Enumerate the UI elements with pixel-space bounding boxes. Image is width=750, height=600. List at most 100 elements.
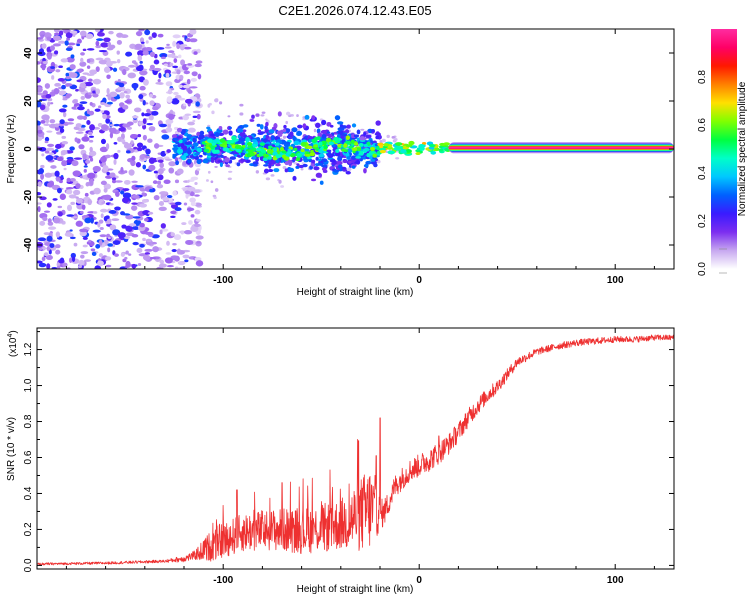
band-core bbox=[334, 140, 341, 144]
band-blob bbox=[180, 130, 186, 135]
noise-blob bbox=[135, 162, 142, 168]
band-blob bbox=[192, 137, 197, 143]
noise-blob bbox=[145, 148, 151, 155]
noise-blob bbox=[183, 46, 192, 50]
noise-blob bbox=[128, 64, 136, 68]
noise-blob bbox=[160, 150, 167, 157]
noise-blob bbox=[61, 135, 67, 139]
noise-blob bbox=[128, 253, 132, 256]
noise-blob bbox=[52, 198, 58, 201]
noise-blob bbox=[189, 197, 196, 203]
noise-blob bbox=[88, 239, 92, 243]
band-blob bbox=[347, 148, 353, 154]
noise-blob bbox=[109, 132, 114, 139]
band-blob bbox=[256, 123, 261, 127]
band-core bbox=[247, 145, 253, 149]
band-blob bbox=[321, 134, 327, 139]
noise-blob bbox=[117, 86, 123, 90]
noise-blob bbox=[122, 197, 129, 204]
band-blob bbox=[210, 133, 216, 137]
noise-blob bbox=[132, 115, 139, 119]
noise-blob bbox=[151, 32, 157, 38]
noise-blob bbox=[98, 49, 108, 53]
faint-blob bbox=[285, 120, 288, 125]
noise-blob bbox=[166, 53, 176, 58]
noise-blob bbox=[142, 100, 146, 106]
noise-blob bbox=[68, 257, 73, 263]
noise-blob bbox=[93, 211, 98, 214]
band-blob bbox=[296, 130, 303, 136]
noise-blob bbox=[79, 104, 83, 107]
y-tick-label: 0.6 bbox=[23, 450, 34, 464]
noise-blob bbox=[40, 164, 45, 169]
noise-blob bbox=[49, 102, 54, 105]
noise-blob bbox=[107, 247, 111, 253]
band-blob bbox=[329, 124, 334, 128]
y-tick-label: 0 bbox=[23, 146, 34, 152]
noise-blob bbox=[95, 88, 101, 95]
onset-blob bbox=[387, 150, 396, 155]
noise-blob bbox=[139, 222, 145, 228]
noise-blob bbox=[187, 63, 193, 66]
noise-blob bbox=[65, 189, 73, 195]
onset-blob bbox=[395, 142, 403, 147]
band-blob bbox=[363, 167, 367, 174]
noise-blob bbox=[58, 108, 67, 113]
band-blob bbox=[196, 147, 203, 153]
band-core bbox=[348, 145, 354, 149]
band-blob bbox=[292, 135, 297, 141]
band-blob bbox=[375, 120, 381, 126]
band-core bbox=[323, 144, 328, 150]
noise-blob bbox=[149, 100, 155, 106]
noise-blob bbox=[168, 167, 175, 174]
noise-blob bbox=[62, 104, 68, 108]
faint-blob bbox=[386, 134, 390, 139]
noise-blob bbox=[42, 90, 48, 95]
band-core bbox=[375, 146, 380, 150]
noise-blob bbox=[100, 213, 104, 219]
noise-blob bbox=[171, 98, 180, 105]
noise-blob bbox=[75, 123, 82, 128]
noise-blob bbox=[131, 194, 140, 199]
noise-blob bbox=[53, 32, 60, 36]
noise-blob bbox=[56, 262, 61, 267]
band-blob bbox=[257, 129, 262, 133]
noise-blob bbox=[69, 64, 76, 70]
noise-blob bbox=[59, 128, 65, 134]
noise-blob bbox=[138, 94, 144, 100]
noise-blob bbox=[109, 203, 114, 206]
noise-blob bbox=[79, 210, 84, 214]
band-core bbox=[306, 156, 312, 160]
noise-blob bbox=[194, 209, 201, 215]
band-core bbox=[226, 139, 232, 145]
noise-blob bbox=[182, 114, 190, 121]
faint-blob bbox=[360, 128, 365, 131]
noise-blob bbox=[64, 232, 73, 237]
noise-blob bbox=[192, 115, 198, 119]
band-blob bbox=[302, 163, 308, 168]
faint-blob bbox=[347, 167, 352, 172]
noise-blob bbox=[37, 86, 43, 93]
band-blob bbox=[252, 161, 259, 165]
band-blob bbox=[348, 160, 352, 164]
band-blob bbox=[291, 127, 298, 133]
noise-blob bbox=[132, 241, 139, 246]
noise-blob bbox=[42, 216, 48, 222]
noise-blob bbox=[37, 120, 41, 127]
faint-blob bbox=[192, 119, 196, 123]
noise-blob bbox=[71, 160, 79, 167]
noise-blob bbox=[87, 92, 92, 95]
faint-blob bbox=[319, 118, 324, 121]
noise-blob bbox=[82, 115, 88, 121]
noise-blob bbox=[125, 214, 134, 220]
noise-blob bbox=[65, 32, 73, 39]
onset-blob bbox=[438, 148, 444, 152]
noise-blob bbox=[79, 30, 87, 37]
noise-blob bbox=[196, 113, 201, 120]
noise-blob bbox=[130, 140, 134, 145]
noise-blob bbox=[100, 138, 106, 145]
noise-blob bbox=[37, 77, 41, 83]
noise-blob bbox=[128, 169, 135, 176]
noise-blob bbox=[76, 197, 83, 204]
noise-blob bbox=[162, 196, 170, 201]
